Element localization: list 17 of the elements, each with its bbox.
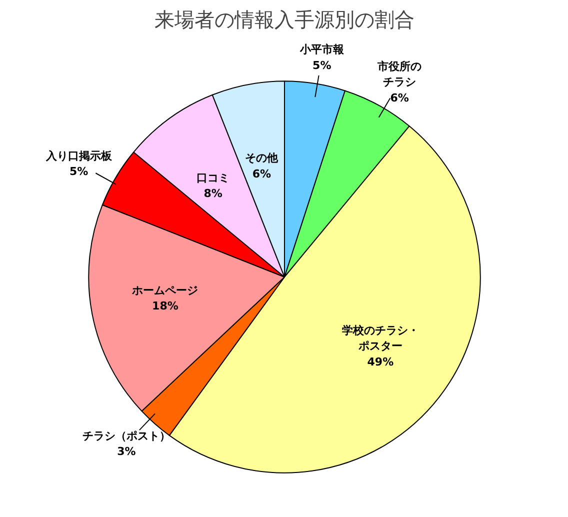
slice-label: 小平市報: [298, 43, 345, 56]
data-label: 5%: [312, 58, 332, 72]
data-label: 18%: [152, 299, 178, 312]
chart-title: 来場者の情報入手源別の割合: [154, 8, 414, 32]
data-label: 49%: [367, 355, 394, 368]
slice-label: チラシ（ポスト）: [82, 429, 170, 442]
data-label: 8%: [204, 186, 222, 200]
slice-label: 学校のチラシ・ポスター: [342, 324, 419, 353]
slice-label: 市役所のチラシ: [376, 60, 422, 89]
data-label: 6%: [390, 91, 409, 104]
slice-label: 口コミ: [196, 171, 230, 184]
data-label: 6%: [252, 167, 272, 180]
data-label: 3%: [117, 445, 136, 458]
data-label: 5%: [69, 165, 88, 178]
slice-label: 入り口掲示板: [44, 150, 113, 163]
slice-label: ホームページ: [131, 284, 198, 297]
slice-label: その他: [245, 152, 280, 165]
